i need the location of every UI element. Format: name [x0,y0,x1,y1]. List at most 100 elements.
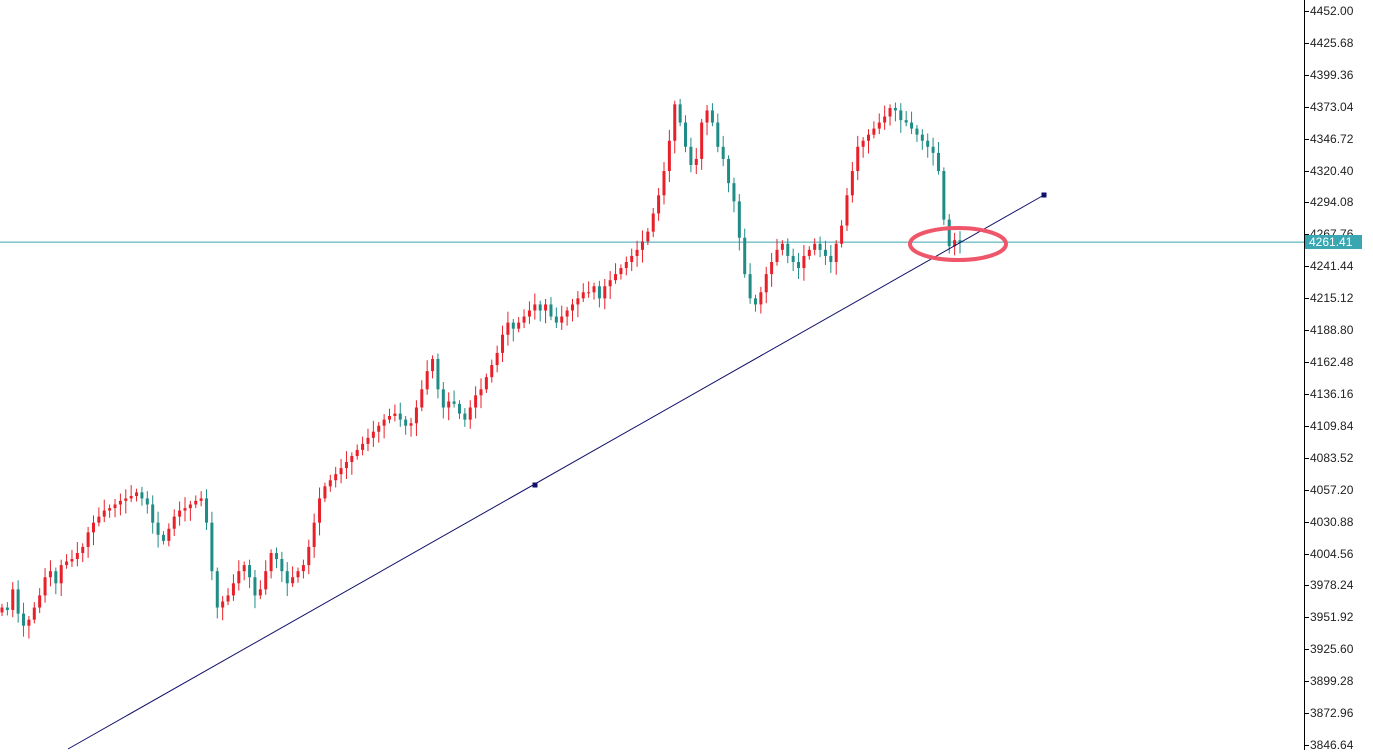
tick-mark [1305,585,1309,587]
bull-candle [199,498,203,501]
bull-candle [651,213,655,232]
bull-candle [382,419,386,426]
candlestick-chart[interactable] [0,0,1304,750]
bull-candle [237,571,241,584]
bear-candle [737,201,741,238]
tick-mark [1305,681,1309,683]
bull-candle [301,565,305,572]
bull-candle [124,498,128,501]
bear-candle [280,559,284,572]
bull-candle [431,358,435,372]
bull-candle [705,110,709,123]
bear-candle [732,183,736,202]
tick-label: 3872.96 [1310,706,1354,721]
bear-candle [791,255,795,262]
trendline-anchor-handle[interactable] [1041,192,1047,198]
bear-candle [689,146,693,165]
bull-candle [334,474,338,481]
tick-label: 4004.56 [1310,546,1354,561]
bull-candle [323,486,327,499]
bull-candle [113,504,117,509]
bull-candle [65,561,69,566]
bull-candle [32,607,36,620]
bear-candle [554,316,558,323]
tick-label: 4057.20 [1310,482,1354,497]
bear-candle [210,522,214,572]
bull-candle [118,500,122,505]
bull-candle [339,468,343,475]
bull-candle [764,274,768,293]
tick-mark [1305,266,1309,268]
bull-candle [97,516,101,523]
tick-mark [1305,393,1309,395]
bear-candle [936,152,940,172]
bear-candle [140,492,144,499]
bull-candle [888,108,892,117]
bull-candle [560,316,564,323]
bear-candle [253,577,257,596]
bull-candle [570,304,574,311]
bull-candle [188,504,192,509]
bear-candle [786,243,790,256]
bull-candle [91,522,95,533]
bear-candle [404,419,408,426]
bull-candle [409,423,413,426]
tick-label: 4215.12 [1310,291,1354,306]
tick-label: 4030.88 [1310,514,1354,529]
bear-candle [463,413,467,420]
bear-candle [248,565,252,578]
bull-candle [38,595,42,608]
bull-candle [759,292,763,305]
tick-mark [1305,489,1309,491]
bear-candle [743,237,747,275]
bear-candle [22,613,26,626]
bull-candle [506,322,510,335]
bear-candle [823,249,827,256]
bull-candle [856,146,860,172]
tick-label: 3899.28 [1310,674,1354,689]
tick-label: 4425.68 [1310,35,1354,50]
bear-candle [205,498,209,523]
bull-candle [619,268,623,275]
bull-candle [361,443,365,450]
bull-candle [468,407,472,420]
trendline[interactable] [67,194,1045,750]
trendline-anchor-handle[interactable] [532,482,538,488]
bear-candle [436,358,440,390]
bull-candle [178,510,182,517]
tick-mark [1305,330,1309,332]
chart-area[interactable] [0,0,1304,750]
bull-candle [630,255,634,262]
bear-candle [151,504,155,523]
bear-candle [156,522,160,535]
tick-mark [1305,745,1309,746]
bull-candle [350,455,354,463]
tick-label: 4241.44 [1310,259,1354,274]
tick-mark [1305,170,1309,172]
bull-candle [501,334,505,353]
bull-candle [11,589,15,610]
bull-candle [355,449,359,456]
price-axis[interactable]: 4452.00 4425.68 4399.36 4373.04 4346.72 4320.… [1304,0,1373,752]
bear-candle [710,110,714,123]
bull-candle [883,116,887,123]
bear-candle [748,274,752,299]
bear-candle [54,571,58,584]
bull-candle [592,286,596,293]
bull-candle [226,595,230,602]
bear-candle [958,240,962,243]
tick-label: 4083.52 [1310,450,1354,465]
tick-label: 4188.80 [1310,323,1354,338]
tick-mark [1305,521,1309,523]
tick-mark [1305,457,1309,459]
bear-candle [678,104,682,123]
bull-candle [861,140,865,147]
tick-mark [1305,42,1309,44]
tick-label: 4399.36 [1310,67,1354,82]
bear-candle [915,128,919,135]
bull-candle [544,304,548,311]
tick-label: 3925.60 [1310,642,1354,657]
highlight-ellipse [908,226,1008,262]
bull-candle [867,134,871,141]
bull-candle [167,528,171,541]
